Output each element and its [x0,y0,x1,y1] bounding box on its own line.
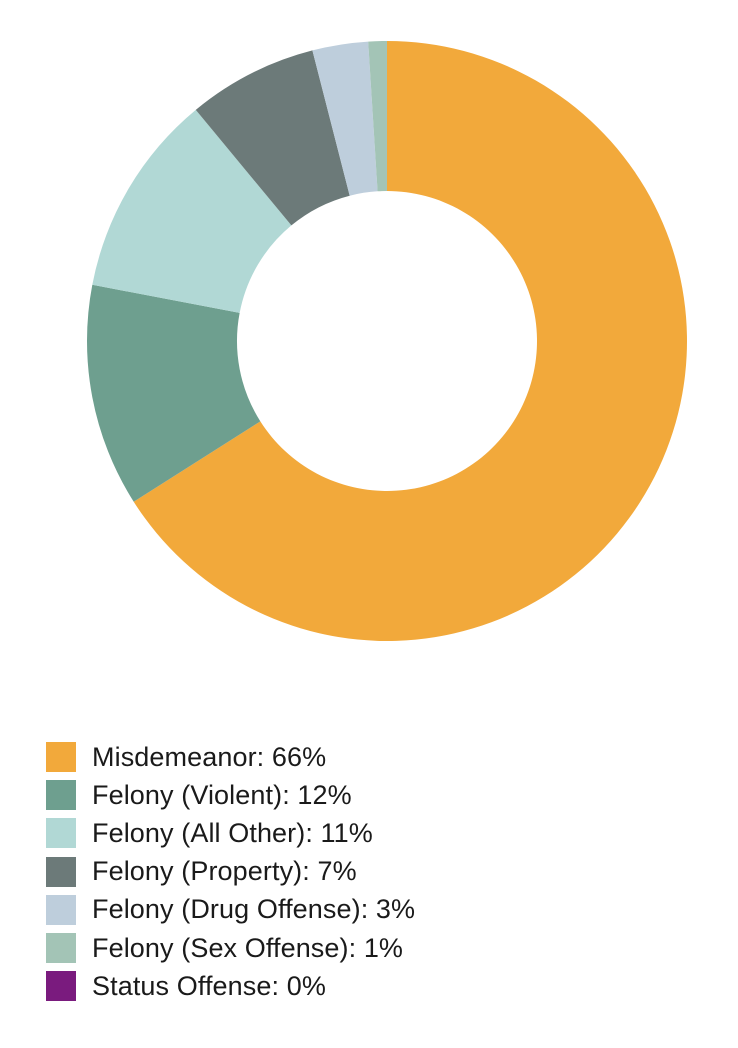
legend-swatch [46,856,76,887]
legend: Misdemeanor: 66% Felony (Violent): 12% Fel… [46,738,415,1005]
legend-label: Felony (All Other): 11% [92,817,373,848]
slice-felony-all-other [92,109,292,313]
legend-item-felony-violent: Felony (Violent): 12% [46,776,415,814]
slice-felony-sex-offense [368,41,387,192]
legend-item-misdemeanor: Misdemeanor: 66% [46,738,415,776]
slice-misdemeanor [133,41,687,641]
legend-label: Felony (Violent): 12% [92,779,352,810]
legend-item-felony-property: Felony (Property): 7% [46,853,415,891]
slice-felony-drug-offense [312,41,378,196]
legend-swatch [46,742,76,773]
legend-item-felony-sex-offense: Felony (Sex Offense): 1% [46,929,415,967]
legend-swatch [46,933,76,964]
legend-label: Felony (Property): 7% [92,856,357,887]
legend-label: Misdemeanor: 66% [92,741,327,772]
legend-swatch [46,818,76,849]
slice-felony-violent [87,284,261,502]
slice-felony-property [195,50,350,226]
legend-label: Status Offense: 0% [92,970,326,1001]
legend-swatch [46,780,76,811]
legend-item-status-offense: Status Offense: 0% [46,967,415,1005]
legend-label: Felony (Sex Offense): 1% [92,932,404,963]
legend-item-felony-drug-offense: Felony (Drug Offense): 3% [46,891,415,929]
legend-swatch [46,971,76,1002]
legend-swatch [46,894,76,925]
legend-label: Felony (Drug Offense): 3% [92,894,416,925]
donut-chart [87,41,687,641]
legend-item-felony-all-other: Felony (All Other): 11% [46,814,415,852]
